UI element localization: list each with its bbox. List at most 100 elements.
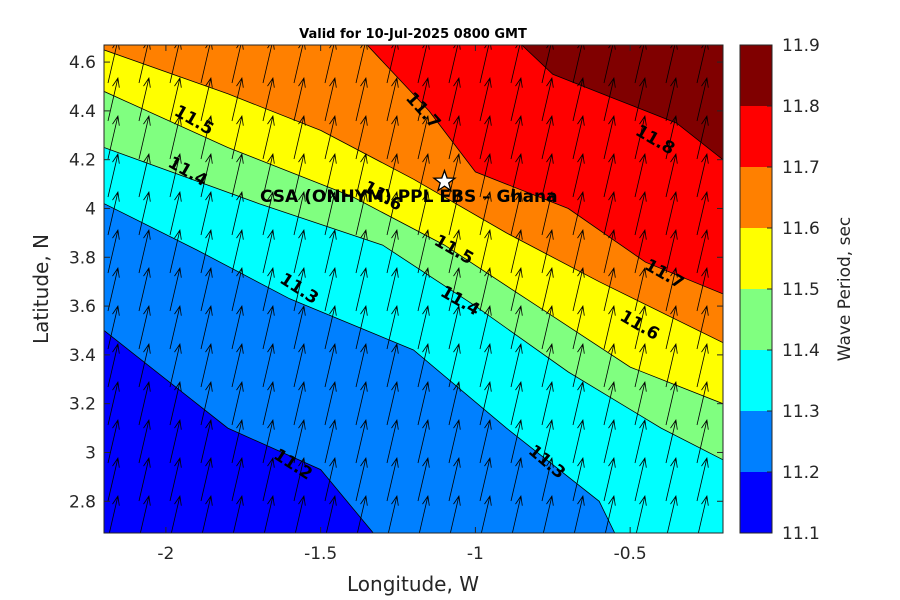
colorbar-tick-label: 11.1 (782, 524, 820, 544)
star-icon (432, 168, 457, 193)
wave-arrow (634, 305, 647, 350)
y-tick-label: 2.8 (69, 492, 96, 512)
wave-arrow (169, 153, 182, 198)
wave-arrow (479, 191, 492, 236)
colorbar: 11.1 11.2 11.3 11.4 11.5 11.6 11.7 11.8 11.9 (739, 36, 820, 544)
wave-arrow (170, 45, 171, 46)
wave-arrow (231, 343, 244, 388)
wave-arrow (541, 343, 554, 388)
wave-arrow (387, 495, 399, 533)
wave-arrow (634, 191, 647, 236)
wave-arrow (200, 457, 213, 502)
wave-arrow (170, 495, 182, 533)
wave-arrow (355, 381, 368, 426)
wave-arrow (263, 45, 264, 46)
wave-arrow (572, 305, 585, 350)
wave-arrow (386, 229, 399, 274)
wave-arrow (479, 457, 492, 502)
wave-arrow (231, 191, 244, 236)
wave-arrow (728, 154, 739, 197)
colorbar-swatch (740, 472, 772, 533)
colorbar-swatch (740, 106, 772, 167)
wave-arrow (107, 77, 120, 122)
wave-arrow (603, 115, 616, 160)
wave-arrow (139, 495, 151, 533)
wave-arrow (728, 78, 739, 121)
wave-arrow (138, 115, 151, 160)
wave-arrow (665, 229, 678, 274)
wave-arrow (665, 343, 678, 388)
wave-arrow (510, 115, 523, 160)
y-tick-label: 4 (85, 199, 96, 219)
wave-arrow (449, 495, 461, 533)
wave-arrow (634, 153, 647, 198)
wave-arrow (510, 457, 523, 502)
wave-arrow (231, 115, 244, 160)
plot-frame (103, 44, 724, 534)
wave-arrow (448, 305, 461, 350)
wave-arrow (169, 77, 182, 122)
wave-arrow (603, 191, 616, 236)
wave-arrow (386, 457, 399, 502)
wave-arrow (138, 419, 151, 464)
wave-arrow (604, 45, 605, 46)
wave-arrow (572, 115, 585, 160)
chart-title: Valid for 10-Jul-2025 0800 GMT (299, 27, 527, 42)
wave-arrow (697, 495, 709, 533)
wave-arrow (293, 305, 306, 350)
colorbar-swatch (740, 167, 772, 228)
wave-arrow (417, 267, 430, 312)
wave-arrow (386, 419, 399, 464)
wave-arrow (231, 229, 244, 274)
wave-arrow (479, 229, 492, 274)
wave-arrow (231, 153, 244, 198)
wave-arrow (355, 153, 368, 198)
wave-arrow (200, 153, 213, 198)
wave-arrow (603, 419, 616, 464)
contour-line (104, 91, 723, 405)
wave-arrow (541, 305, 554, 350)
wave-arrow (232, 495, 244, 533)
wave-arrow (324, 229, 337, 274)
wave-arrow (200, 343, 213, 388)
x-tick-label: -1.5 (304, 544, 337, 564)
wave-arrow (696, 381, 709, 426)
wave-arrow (138, 457, 151, 502)
wave-arrow (572, 267, 585, 312)
wave-arrow (107, 153, 120, 198)
wave-arrow (262, 153, 275, 198)
wave-arrow (231, 381, 244, 426)
wave-arrow (634, 77, 647, 122)
wave-arrow (231, 457, 244, 502)
wave-arrow (665, 115, 678, 160)
wave-arrow (417, 115, 430, 160)
wave-arrow (572, 381, 585, 426)
wave-arrow (728, 192, 739, 235)
wave-arrow (293, 381, 306, 426)
wave-arrow (572, 457, 585, 502)
wave-arrow (138, 343, 151, 388)
wave-arrow (542, 45, 543, 46)
wave-arrow (696, 457, 709, 502)
wave-arrow (418, 495, 430, 533)
wave-arrow (386, 381, 399, 426)
wave-arrow (696, 343, 709, 388)
wave-arrow (603, 305, 616, 350)
wave-arrow (541, 419, 554, 464)
contour-line (104, 203, 616, 533)
wave-arrow (510, 191, 523, 236)
wave-arrow (324, 419, 337, 464)
wave-arrow (200, 115, 213, 160)
colorbar-label: Wave Period, sec (835, 217, 855, 362)
wave-arrow (728, 306, 739, 349)
wave-arrow (510, 419, 523, 464)
wave-arrow (696, 153, 709, 198)
wave-arrow (107, 305, 120, 350)
x-axis: -2 -1.5 -1 -0.5 (157, 45, 647, 564)
wave-arrow (169, 229, 182, 274)
wave-arrow (728, 420, 739, 463)
wave-arrow (696, 305, 709, 350)
wave-arrow (572, 153, 585, 198)
wave-arrow (262, 343, 275, 388)
contour-line (366, 45, 723, 295)
